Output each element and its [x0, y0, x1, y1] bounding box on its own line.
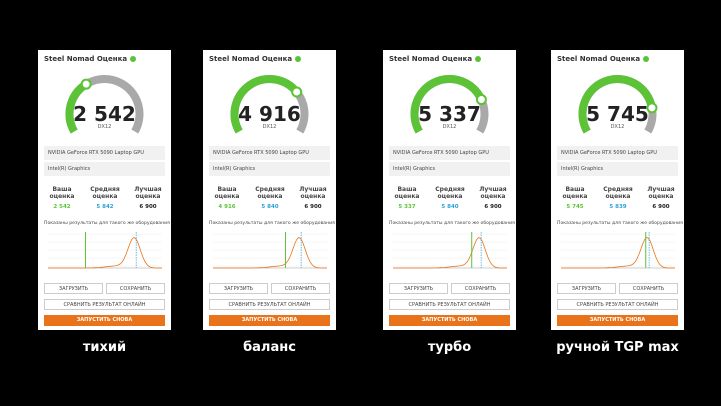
- gauge-fill: [230, 75, 300, 134]
- distribution-chart: [48, 232, 162, 269]
- score: 5 337: [418, 102, 481, 126]
- device-row: Intel(R) Graphics: [209, 162, 330, 176]
- gauge-fill: [410, 75, 486, 134]
- stat-value: 6 900: [139, 204, 157, 210]
- button-load[interactable]: ЗАГРУЗИТЬ: [389, 283, 448, 294]
- device-row: Intel(R) Graphics: [389, 162, 510, 176]
- caption: тихий: [82, 340, 127, 355]
- caption: турбо: [427, 340, 472, 355]
- button-load[interactable]: ЗАГРУЗИТЬ: [557, 283, 616, 294]
- stat-label: Ваша оценка: [49, 186, 75, 200]
- stat-value: 6 900: [304, 204, 322, 210]
- stat-value: 2 542: [53, 204, 71, 210]
- device-row: NVIDIA GeForce RTX 5090 Laptop GPU: [44, 146, 165, 160]
- stat-label: Лучшая оценка: [647, 186, 675, 200]
- gauge-knob: [291, 86, 303, 98]
- button-run[interactable]: ЗАПУСТИТЬ СНОВА: [389, 315, 510, 326]
- stat-label: Ваша оценка: [394, 186, 420, 200]
- result-panel: Steel Nomad Оценка 5 745 DX12 NVIDIA GeForc…: [551, 50, 684, 330]
- device-row: NVIDIA GeForce RTX 5090 Laptop GPU: [389, 146, 510, 160]
- device-row: NVIDIA GeForce RTX 5090 Laptop GPU: [557, 146, 678, 160]
- panel-title: Steel Nomad Оценка: [44, 55, 137, 63]
- distribution-curve: [48, 237, 162, 269]
- caption: баланс: [243, 340, 296, 355]
- note: Показаны результаты для такого же оборуд…: [557, 221, 683, 226]
- gauge: [410, 75, 489, 134]
- score: 2 542: [73, 102, 136, 126]
- button-run[interactable]: ЗАПУСТИТЬ СНОВА: [557, 315, 678, 326]
- gauge-knob: [646, 102, 658, 114]
- button-compare[interactable]: СРАВНИТЬ РЕЗУЛЬТАТ ОНЛАЙН: [557, 299, 678, 310]
- stat-label: Средняя оценка: [603, 186, 633, 200]
- api-label: DX12: [262, 124, 277, 130]
- stat-value: 5 840: [261, 204, 279, 210]
- device-row: Intel(R) Graphics: [557, 162, 678, 176]
- gauge-knob: [80, 78, 92, 90]
- button-compare[interactable]: СРАВНИТЬ РЕЗУЛЬТАТ ОНЛАЙН: [44, 299, 165, 310]
- gauge-fill: [65, 80, 89, 134]
- gauge: [65, 75, 144, 134]
- result-panel: Steel Nomad Оценка 4 916 DX12 NVIDIA GeForc…: [203, 50, 336, 330]
- distribution-chart: [213, 232, 327, 269]
- stat-label: Средняя оценка: [90, 186, 120, 200]
- stat-value: 6 900: [652, 204, 670, 210]
- stat-value: 6 900: [484, 204, 502, 210]
- api-label: DX12: [610, 124, 625, 130]
- api-label: DX12: [442, 124, 457, 130]
- gauge: [230, 75, 309, 134]
- check-icon: [130, 56, 137, 62]
- stat-label: Ваша оценка: [214, 186, 240, 200]
- button-compare[interactable]: СРАВНИТЬ РЕЗУЛЬТАТ ОНЛАЙН: [209, 299, 330, 310]
- stat-label: Лучшая оценка: [479, 186, 507, 200]
- stat-value: 5 842: [96, 204, 114, 210]
- stat-label: Средняя оценка: [435, 186, 465, 200]
- stat-value: 5 839: [609, 204, 627, 210]
- stat-value: 5 745: [566, 204, 584, 210]
- gauge: [578, 75, 658, 134]
- device-row: Intel(R) Graphics: [44, 162, 165, 176]
- stat-label: Средняя оценка: [255, 186, 285, 200]
- check-icon: [643, 56, 650, 62]
- note: Показаны результаты для такого же оборуд…: [389, 221, 515, 226]
- caption: ручной TGP max: [556, 340, 679, 355]
- api-label: DX12: [97, 124, 112, 130]
- result-panel: Steel Nomad Оценка 5 337 DX12 NVIDIA GeForc…: [383, 50, 516, 330]
- button-save[interactable]: СОХРАНИТЬ: [271, 283, 330, 294]
- score: 4 916: [238, 102, 301, 126]
- button-load[interactable]: ЗАГРУЗИТЬ: [209, 283, 268, 294]
- button-save[interactable]: СОХРАНИТЬ: [106, 283, 165, 294]
- result-panel: Steel Nomad Оценка 2 542 DX12 NVIDIA GeForc…: [38, 50, 171, 330]
- check-icon: [475, 56, 482, 62]
- button-compare[interactable]: СРАВНИТЬ РЕЗУЛЬТАТ ОНЛАЙН: [389, 299, 510, 310]
- distribution-curve: [561, 237, 675, 269]
- note: Показаны результаты для такого же оборуд…: [44, 221, 170, 226]
- distribution-curve: [393, 237, 507, 269]
- device-row: NVIDIA GeForce RTX 5090 Laptop GPU: [209, 146, 330, 160]
- button-run[interactable]: ЗАПУСТИТЬ СНОВА: [44, 315, 165, 326]
- distribution-curve: [213, 237, 327, 269]
- check-icon: [295, 56, 302, 62]
- button-run[interactable]: ЗАПУСТИТЬ СНОВА: [209, 315, 330, 326]
- stat-value: 4 916: [218, 204, 236, 210]
- stat-value: 5 337: [398, 204, 416, 210]
- stat-label: Ваша оценка: [562, 186, 588, 200]
- score: 5 745: [586, 102, 649, 126]
- stat-label: Лучшая оценка: [134, 186, 162, 200]
- stat-value: 5 840: [441, 204, 459, 210]
- panel-title: Steel Nomad Оценка: [557, 55, 650, 63]
- button-load[interactable]: ЗАГРУЗИТЬ: [44, 283, 103, 294]
- button-save[interactable]: СОХРАНИТЬ: [451, 283, 510, 294]
- panel-title: Steel Nomad Оценка: [209, 55, 302, 63]
- note: Показаны результаты для такого же оборуд…: [209, 221, 335, 226]
- gauge-fill: [578, 75, 656, 134]
- distribution-chart: [393, 232, 507, 269]
- button-save[interactable]: СОХРАНИТЬ: [619, 283, 678, 294]
- distribution-chart: [561, 232, 675, 269]
- stat-label: Лучшая оценка: [299, 186, 327, 200]
- panel-title: Steel Nomad Оценка: [389, 55, 482, 63]
- gauge-knob: [475, 94, 487, 106]
